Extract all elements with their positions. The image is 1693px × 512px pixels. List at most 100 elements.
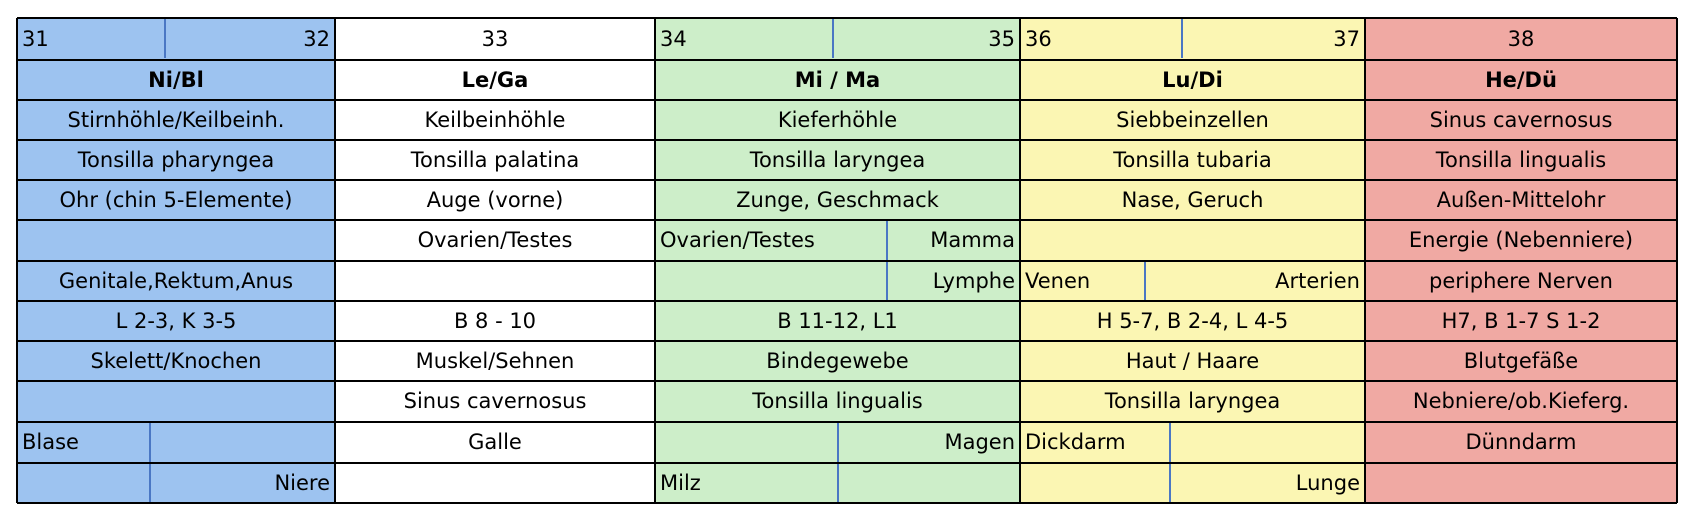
header-divider [832, 18, 834, 58]
row-border [17, 17, 1677, 19]
table-cell: Venen [1025, 268, 1091, 293]
cell-divider [837, 422, 839, 463]
table-cell: Tonsilla pharyngea [77, 147, 275, 172]
table-cell: H7, B 1-7 S 1-2 [1441, 308, 1601, 333]
row-border [17, 99, 1677, 101]
row-border [17, 340, 1677, 342]
cell-divider [1169, 422, 1171, 463]
table-cell: Nebniere/ob.Kieferg. [1412, 389, 1630, 413]
table-cell: Sinus cavernosus [1429, 107, 1613, 132]
header-divider [164, 18, 166, 58]
table-cell: Muskel/Sehnen [415, 348, 575, 373]
row-border [17, 502, 1677, 504]
column-number: 34 [660, 26, 687, 51]
column-number: 35 [988, 26, 1015, 51]
table-cell: Haut / Haare [1125, 348, 1260, 373]
table-cell: Nase, Geruch [1121, 187, 1264, 212]
table-cell: Dünndarm [1465, 430, 1577, 454]
row-border [17, 260, 1677, 262]
column-header: Le/Ga [461, 67, 529, 92]
column-number: 38 [1507, 26, 1535, 51]
table-cell: Blutgefäße [1463, 348, 1579, 373]
cell-divider [837, 463, 839, 503]
row-border [17, 59, 1677, 61]
table-cell: Arterien [1275, 268, 1360, 293]
table-cell: H 5-7, B 2-4, L 4-5 [1096, 308, 1289, 333]
table-cell: Ovarien/Testes [660, 228, 815, 252]
cell-divider [886, 261, 888, 301]
table-cell: Auge (vorne) [426, 187, 564, 212]
table-cell: Kieferhöhle [777, 107, 898, 132]
column-number: 37 [1333, 26, 1360, 51]
table-cell: Energie (Nebenniere) [1408, 228, 1634, 252]
table-cell [1170, 422, 1365, 463]
table-cell: Tonsilla tubaria [1113, 147, 1272, 172]
column-border [16, 18, 18, 503]
cell-divider [1169, 463, 1171, 503]
column-header: Lu/Di [1162, 67, 1223, 92]
table-cell: Stirnhöhle/Keilbeinh. [67, 107, 285, 132]
row-border [17, 462, 1677, 464]
table-cell: Mamma [930, 228, 1015, 252]
table-cell: B 8 - 10 [453, 308, 537, 333]
row-border [17, 219, 1677, 221]
row-border [17, 179, 1677, 181]
table-cell [335, 261, 655, 301]
table-cell: Ovarien/Testes [417, 228, 573, 252]
table-cell [655, 261, 887, 301]
table-cell [655, 422, 838, 463]
column-header: Ni/Bl [148, 67, 204, 92]
cell-divider [149, 463, 151, 503]
table-cell: periphere Nerven [1429, 268, 1613, 293]
table-cell: Tonsilla laryngea [1104, 389, 1281, 413]
table-cell [838, 463, 1020, 503]
header-divider [1181, 18, 1183, 58]
table-cell: Milz [660, 470, 701, 495]
column-border [334, 18, 336, 503]
column-border [1364, 18, 1366, 503]
table-cell: Zunge, Geschmack [736, 187, 939, 212]
table-cell [1020, 220, 1365, 261]
table-cell: B 11-12, L1 [777, 308, 898, 333]
cell-divider [149, 422, 151, 463]
column-number: 31 [22, 26, 49, 51]
row-border [17, 380, 1677, 382]
table-cell: Tonsilla laryngea [749, 147, 926, 172]
column-number: 32 [303, 26, 330, 51]
row-border [17, 139, 1677, 141]
table-cell: Ohr (chin 5-Elemente) [59, 187, 293, 212]
column-header: He/Dü [1485, 67, 1557, 92]
table-cell [150, 422, 335, 463]
table-cell: Galle [468, 430, 522, 454]
column-number: 33 [481, 26, 509, 51]
column-header: Mi / Ma [794, 67, 881, 92]
table-cell: Tonsilla lingualis [1435, 147, 1607, 172]
column-border [1019, 18, 1021, 503]
table-cell: Bindegewebe [766, 348, 909, 373]
column-number: 36 [1025, 26, 1052, 51]
table-cell [1365, 463, 1677, 503]
table-cell: Genitale,Rektum,Anus [58, 268, 294, 293]
table-cell [17, 381, 335, 422]
table-cell: Lunge [1295, 470, 1360, 495]
table-cell: Skelett/Knochen [90, 348, 262, 373]
column-border [654, 18, 656, 503]
table-cell [17, 220, 335, 261]
cell-divider [886, 220, 888, 261]
table-cell: Tonsilla palatina [410, 147, 580, 172]
table-cell: Siebbeinzellen [1116, 107, 1269, 132]
table-cell: Niere [274, 470, 330, 495]
table-cell: L 2-3, K 3-5 [115, 308, 237, 333]
table-cell: Sinus cavernosus [403, 389, 587, 413]
row-border [17, 421, 1677, 423]
table-cell: Tonsilla lingualis [752, 389, 923, 413]
column-border [1676, 18, 1678, 503]
table-cell [335, 463, 655, 503]
row-border [17, 300, 1677, 302]
table-cell: Außen-Mittelohr [1436, 187, 1606, 212]
table-cell [17, 463, 150, 503]
table-cell: Lymphe [932, 268, 1015, 293]
cell-divider [1144, 261, 1146, 301]
table-cell [1020, 463, 1170, 503]
